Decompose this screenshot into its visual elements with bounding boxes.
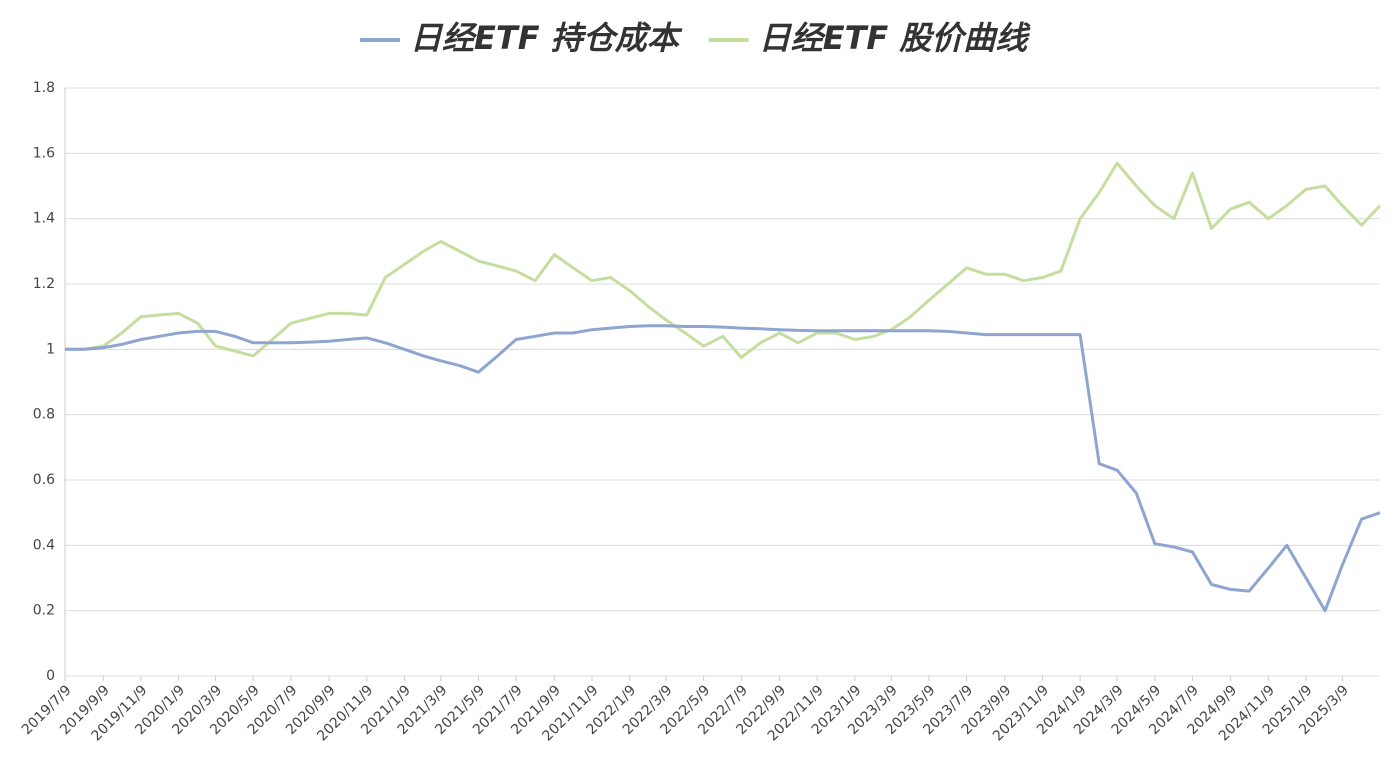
legend-label: 日经ETF 股价曲线 — [759, 19, 1032, 57]
legend-label: 日经ETF 持仓成本 — [410, 19, 683, 57]
y-tick-label: 0.6 — [33, 472, 55, 488]
y-tick-label: 1.2 — [33, 276, 55, 292]
y-tick-label: 0.8 — [33, 407, 55, 423]
series-line — [65, 324, 1381, 613]
series-line — [65, 161, 1382, 359]
y-tick-label: 1.4 — [33, 211, 55, 227]
y-tick-label: 1.6 — [33, 145, 55, 161]
y-tick-label: 1 — [46, 341, 55, 357]
y-tick-label: 0.2 — [33, 603, 55, 619]
y-tick-label: 0 — [46, 668, 55, 684]
y-tick-label: 0.4 — [33, 537, 55, 553]
y-tick-label: 1.8 — [33, 80, 55, 96]
